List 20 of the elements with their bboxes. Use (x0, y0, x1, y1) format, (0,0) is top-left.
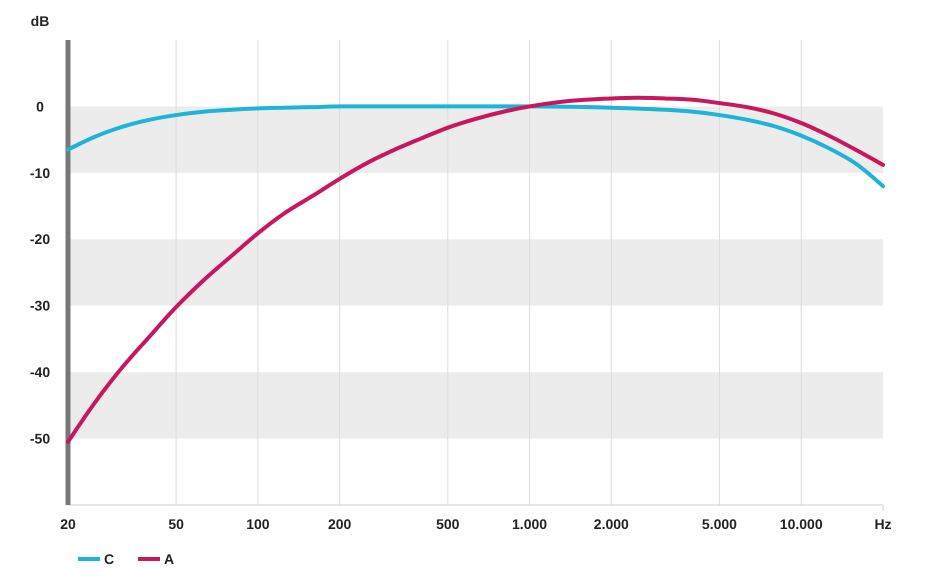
x-axis-title: Hz (874, 516, 892, 532)
y-tick-label: 0 (36, 98, 44, 114)
legend-label: C (104, 550, 114, 567)
x-tick-label: 500 (436, 516, 460, 532)
line-series (66, 96, 885, 444)
x-tick-label: 1.000 (512, 516, 548, 532)
y-tick-label: -40 (30, 364, 50, 380)
y-tick-label: -30 (30, 298, 50, 314)
x-tick-label: 200 (328, 516, 352, 532)
y-tick-label: -10 (30, 164, 50, 181)
x-tick-label: 100 (246, 516, 270, 532)
legend-label: A (164, 550, 174, 567)
y-tick-label: -20 (30, 231, 50, 248)
x-tick-label: 2.000 (594, 516, 630, 532)
x-tick-label: 5.000 (702, 516, 738, 532)
x-tick-label: 10.000 (780, 516, 823, 532)
x-tick-label: 20 (60, 516, 76, 532)
y-tick-label: -50 (30, 430, 50, 446)
y-axis-title: dB (30, 13, 50, 29)
x-tick-label: 50 (168, 516, 184, 532)
